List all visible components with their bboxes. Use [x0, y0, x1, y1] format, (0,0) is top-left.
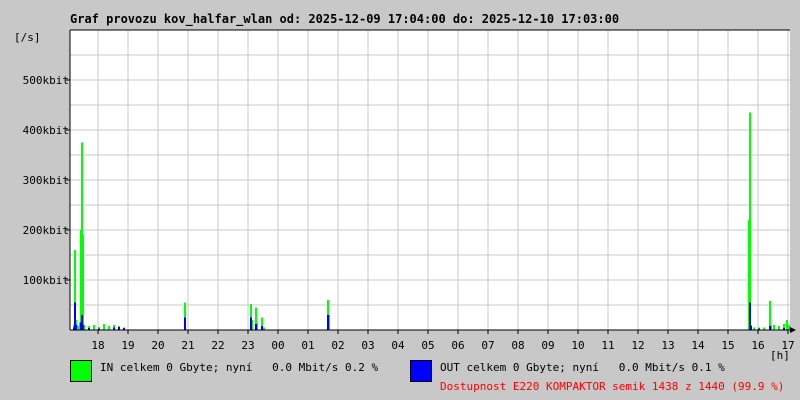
- legend-out-text: OUT celkem 0 Gbyte; nyní 0.0 Mbit/s 0.1 …: [440, 361, 725, 374]
- bar-out: [82, 325, 84, 330]
- bar-in: [263, 327, 265, 330]
- bar-in: [788, 325, 790, 330]
- x-tick-label: 16: [751, 339, 764, 352]
- bar-in: [74, 250, 76, 330]
- x-tick-label: 07: [481, 339, 494, 352]
- x-tick-label: 14: [691, 339, 705, 352]
- bar-in: [786, 320, 788, 330]
- x-unit-label: [h]: [770, 349, 790, 362]
- y-unit-label: [/s]: [14, 31, 41, 44]
- bar-out: [769, 326, 771, 330]
- x-tick-label: 19: [121, 339, 134, 352]
- bar-in: [753, 327, 755, 330]
- bar-out: [118, 327, 120, 330]
- y-tick-label: 200kbit: [23, 224, 69, 237]
- bar-in: [749, 112, 751, 330]
- bar-out: [123, 328, 125, 330]
- x-tick-label: 03: [361, 339, 374, 352]
- bar-in: [763, 327, 765, 330]
- bar-in: [769, 301, 771, 330]
- bar-in: [778, 326, 780, 330]
- bar-in: [82, 235, 84, 330]
- x-tick-label: 10: [571, 339, 584, 352]
- y-tick-label: 300kbit: [23, 174, 69, 187]
- bar-in: [255, 307, 257, 330]
- legend-in-swatch: [70, 360, 92, 382]
- x-tick-label: 00: [271, 339, 284, 352]
- bar-in: [108, 326, 110, 330]
- x-tick-label: 09: [541, 339, 554, 352]
- bar-in: [783, 324, 785, 330]
- bar-out: [750, 326, 752, 330]
- x-tick-label: 12: [631, 339, 644, 352]
- bar-in: [184, 302, 186, 330]
- x-tick-label: 06: [451, 339, 464, 352]
- x-tick-label: 17: [781, 339, 794, 352]
- x-tick-label: 11: [601, 339, 614, 352]
- x-tick-label: 15: [721, 339, 734, 352]
- legend-in-text: IN celkem 0 Gbyte; nyní 0.0 Mbit/s 0.2 %: [100, 361, 379, 374]
- x-axis-arrow: [790, 327, 796, 333]
- bar-out: [74, 302, 76, 330]
- availability-text: Dostupnost E220 KOMPAKTOR semik 1438 z 1…: [440, 380, 785, 393]
- y-tick-label: 100kbit: [23, 274, 69, 287]
- x-tick-label: 22: [211, 339, 224, 352]
- bar-in: [103, 324, 105, 330]
- bar-out: [75, 325, 77, 330]
- y-tick-label: 500kbit: [23, 74, 69, 87]
- bar-out: [758, 328, 760, 330]
- bar-out: [184, 317, 186, 330]
- x-tick-label: 04: [391, 339, 405, 352]
- x-tick-label: 18: [91, 339, 104, 352]
- bar-out: [749, 302, 751, 330]
- bar-out: [255, 324, 257, 330]
- bar-in: [261, 317, 263, 330]
- x-tick-label: 20: [151, 339, 164, 352]
- bar-in: [93, 325, 95, 330]
- bar-out: [327, 315, 329, 330]
- x-tick-label: 23: [241, 339, 254, 352]
- x-tick-label: 02: [331, 339, 344, 352]
- bar-out: [113, 327, 115, 330]
- x-tick-label: 13: [661, 339, 674, 352]
- bar-out: [261, 326, 263, 330]
- bar-out: [88, 328, 90, 330]
- bar-out: [98, 328, 100, 330]
- x-tick-label: 08: [511, 339, 524, 352]
- bar-out: [81, 315, 83, 330]
- x-tick-label: 01: [301, 339, 314, 352]
- x-tick-label: 05: [421, 339, 434, 352]
- bar-out: [250, 317, 252, 330]
- bar-in: [250, 304, 252, 330]
- x-tick-label: 21: [181, 339, 194, 352]
- bar-in: [77, 326, 79, 330]
- chart-title: Graf provozu kov_halfar_wlan od: 2025-12…: [70, 12, 620, 26]
- bar-out: [783, 328, 785, 330]
- legend-out-swatch: [410, 360, 432, 382]
- bar-in: [773, 325, 775, 330]
- y-tick-label: 400kbit: [23, 124, 69, 137]
